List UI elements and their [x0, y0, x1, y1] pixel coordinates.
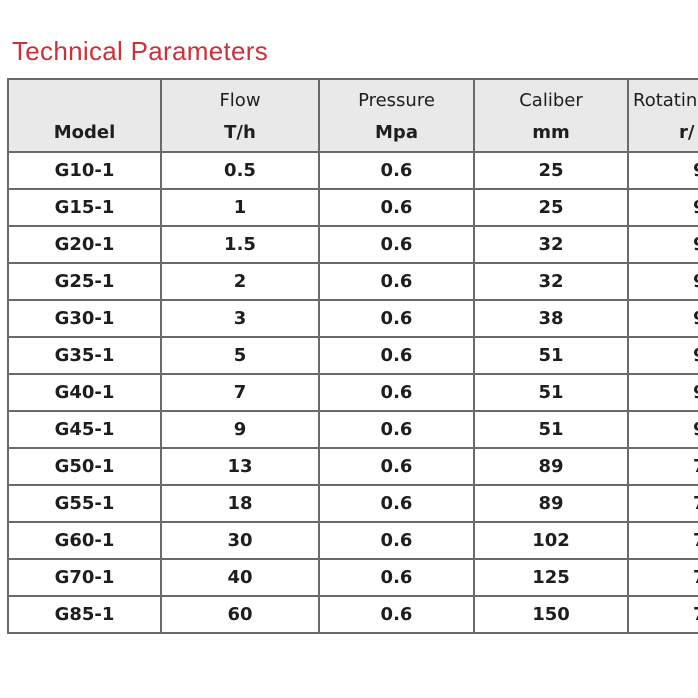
table-cell: G25-1	[7, 262, 162, 301]
table-cell: 32	[473, 225, 629, 264]
parameters-table: Model Flow T/h Pressure Mpa Caliber mm Rotatin r…	[7, 78, 698, 634]
table-cell: 89	[473, 447, 629, 486]
table-cell: 38	[473, 299, 629, 338]
header-text: Pressure	[358, 90, 435, 111]
header-cell: Caliber mm	[473, 78, 629, 153]
header-text: Model	[53, 122, 116, 143]
table-cell: 9	[627, 225, 698, 264]
table-cell: 7	[627, 558, 698, 597]
table-cell: 60	[160, 595, 320, 634]
section-title: Technical Parameters	[12, 36, 268, 66]
table-cell: G15-1	[7, 188, 162, 227]
table-cell: 0.6	[318, 521, 475, 560]
table-cell: 51	[473, 373, 629, 412]
table-cell: 18	[160, 484, 320, 523]
table-cell: 51	[473, 336, 629, 375]
table-cell: G50-1	[7, 447, 162, 486]
table-cell: 0.6	[318, 484, 475, 523]
header-text: r/	[679, 122, 695, 143]
table-cell: G60-1	[7, 521, 162, 560]
table-cell: 0.6	[318, 410, 475, 449]
table-cell: 9	[627, 151, 698, 190]
table-cell: 7	[627, 521, 698, 560]
table-cell: 0.6	[318, 151, 475, 190]
table-cell: G35-1	[7, 336, 162, 375]
header-text: Caliber	[519, 90, 583, 111]
table-cell: 9	[627, 299, 698, 338]
table-cell: 102	[473, 521, 629, 560]
header-cell: Pressure Mpa	[318, 78, 475, 153]
header-text: Rotatin	[633, 90, 698, 111]
table-cell: 1.5	[160, 225, 320, 264]
table-cell: G85-1	[7, 595, 162, 634]
table-cell: 0.5	[160, 151, 320, 190]
table-cell: 0.6	[318, 188, 475, 227]
header-text: mm	[532, 122, 570, 143]
table-cell: 0.6	[318, 373, 475, 412]
table-cell: 9	[627, 262, 698, 301]
table-cell: G30-1	[7, 299, 162, 338]
table-row: G45-190.6519	[7, 410, 698, 449]
table-row: G25-120.6329	[7, 262, 698, 301]
table-row: G40-170.6519	[7, 373, 698, 412]
table-cell: G10-1	[7, 151, 162, 190]
table-cell: 25	[473, 188, 629, 227]
table-cell: 40	[160, 558, 320, 597]
table-cell: 30	[160, 521, 320, 560]
table-cell: 51	[473, 410, 629, 449]
table-cell: 125	[473, 558, 629, 597]
table-row: G15-110.6259	[7, 188, 698, 227]
table-cell: G40-1	[7, 373, 162, 412]
table-cell: 1	[160, 188, 320, 227]
table-cell: G20-1	[7, 225, 162, 264]
header-cell: Rotatin r/	[627, 78, 698, 153]
table-cell: 9	[627, 336, 698, 375]
table-cell: 0.6	[318, 262, 475, 301]
table-cell: 89	[473, 484, 629, 523]
table-cell: 0.6	[318, 299, 475, 338]
table-cell: 9	[627, 410, 698, 449]
table-cell: G70-1	[7, 558, 162, 597]
table-cell: 0.6	[318, 336, 475, 375]
table-cell: 7	[160, 373, 320, 412]
header-text: Mpa	[375, 122, 418, 143]
table-cell: 13	[160, 447, 320, 486]
table-cell: G45-1	[7, 410, 162, 449]
header-cell: Flow T/h	[160, 78, 320, 153]
table-cell: 9	[627, 373, 698, 412]
table-row: G30-130.6389	[7, 299, 698, 338]
table-cell: 7	[627, 484, 698, 523]
table-cell: 9	[160, 410, 320, 449]
table-cell: 3	[160, 299, 320, 338]
table-cell: 150	[473, 595, 629, 634]
table-row: G10-10.50.6259	[7, 151, 698, 190]
table-row: G35-150.6519	[7, 336, 698, 375]
header-row: Model Flow T/h Pressure Mpa Caliber mm Rotatin r…	[7, 78, 698, 153]
table-cell: 0.6	[318, 225, 475, 264]
table-cell: 5	[160, 336, 320, 375]
table-cell: 0.6	[318, 558, 475, 597]
table-cell: 9	[627, 188, 698, 227]
table-cell: 0.6	[318, 447, 475, 486]
header-cell: Model	[7, 78, 162, 153]
header-text: T/h	[224, 122, 256, 143]
table-cell: 25	[473, 151, 629, 190]
table-cell: 0.6	[318, 595, 475, 634]
table-cell: 32	[473, 262, 629, 301]
table-cell: 7	[627, 595, 698, 634]
table-cell: 2	[160, 262, 320, 301]
table-cell: 7	[627, 447, 698, 486]
table-cell: G55-1	[7, 484, 162, 523]
table-row: G20-11.50.6329	[7, 225, 698, 264]
header-text: Flow	[219, 90, 261, 111]
